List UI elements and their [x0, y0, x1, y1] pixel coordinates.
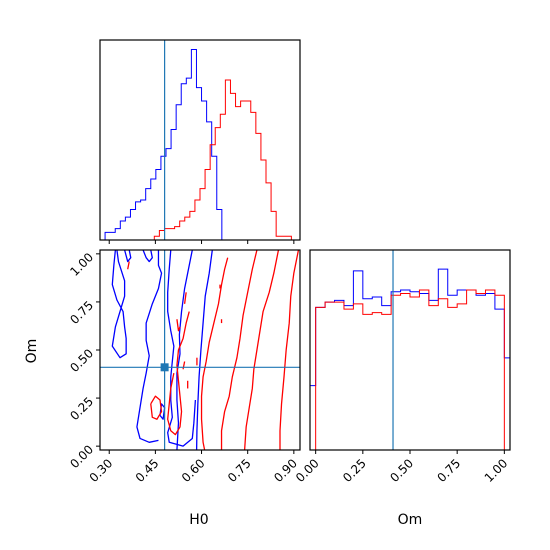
contour-red	[243, 250, 280, 450]
axes-frame	[309, 249, 511, 451]
x-tick-label: 0.90	[271, 456, 300, 485]
contour-red	[200, 257, 229, 450]
y-tick-label: 1.00	[67, 250, 96, 279]
om-marginal-panel: 0.00 0.25 0.50 0.75 1.00	[293, 249, 511, 485]
histogram-blue	[100, 49, 223, 241]
contour-blue	[123, 250, 132, 263]
x-tick-label: 0.75	[434, 456, 463, 485]
truth-marker	[160, 363, 169, 372]
h0-marginal-panel	[99, 39, 301, 244]
axes-frame	[99, 39, 301, 241]
contour-blue	[136, 250, 163, 443]
contour-red	[167, 311, 190, 436]
x-tick-label: 0.25	[340, 456, 369, 485]
x-tick-label: 0.60	[179, 456, 208, 485]
contour-red	[220, 250, 258, 450]
x-axis-label-h0: H0	[189, 512, 208, 528]
contour-blue	[142, 250, 153, 263]
y-tick-label: 0.25	[67, 394, 96, 423]
contour-red	[183, 292, 187, 304]
y-tick-label: 0.50	[67, 346, 96, 375]
contour-red	[150, 395, 163, 420]
histogram-red	[315, 289, 505, 450]
contour-red	[279, 250, 300, 450]
contour-red	[182, 361, 186, 370]
x-tick-label: 0.30	[87, 456, 116, 485]
contour-red	[127, 261, 130, 270]
contour-blue	[176, 250, 193, 450]
x-tick-label: 0.45	[133, 456, 162, 485]
contour-blue	[111, 250, 127, 359]
contour-layer	[111, 250, 300, 450]
contour-red	[176, 319, 181, 332]
contour-blue	[195, 250, 213, 450]
axes-frame	[99, 249, 301, 451]
x-tick-label: 0.00	[293, 456, 322, 485]
x-tick-label: 0.75	[225, 456, 254, 485]
y-tick-label: 0.75	[67, 298, 96, 327]
histogram-blue	[309, 268, 511, 450]
h0-om-contour-panel: 0.30 0.45 0.60 0.75 0.90 0.00 0.25 0.50 0.75 1.00	[67, 249, 301, 485]
y-axis-label-om: Om	[24, 339, 40, 364]
x-tick-label: 1.00	[482, 456, 511, 485]
histogram-red	[149, 79, 292, 241]
x-tick-label: 0.50	[387, 456, 416, 485]
y-tick-label: 0.00	[67, 442, 96, 471]
x-axis-label-om: Om	[398, 512, 423, 528]
